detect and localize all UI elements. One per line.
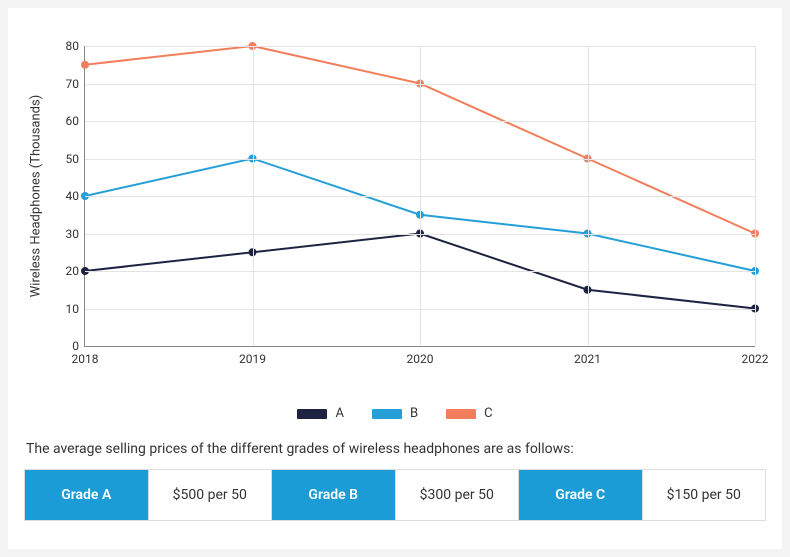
price-value: $300 per 50	[395, 470, 519, 520]
price-header: Grade C	[518, 470, 642, 520]
y-tick: 20	[66, 264, 86, 278]
gridline-v	[420, 46, 421, 346]
x-tick: 2020	[407, 346, 434, 366]
legend-label: A	[335, 406, 343, 421]
y-tick: 10	[66, 302, 86, 316]
legend-item-b: B	[372, 406, 418, 421]
legend-label: C	[484, 406, 492, 421]
x-tick: 2022	[742, 346, 769, 366]
price-header: Grade A	[25, 470, 148, 520]
price-header: Grade B	[271, 470, 395, 520]
y-tick: 50	[66, 152, 86, 166]
chart: Wireless Headphones (Thousands) 01020304…	[24, 26, 766, 372]
legend-item-a: A	[297, 406, 343, 421]
price-value: $500 per 50	[148, 470, 272, 520]
legend: A B C	[24, 406, 766, 421]
price-table: Grade A$500 per 50Grade B$300 per 50Grad…	[24, 469, 766, 521]
y-tick: 70	[66, 77, 86, 91]
x-tick: 2019	[239, 346, 266, 366]
price-value: $150 per 50	[642, 470, 766, 520]
panel: Wireless Headphones (Thousands) 01020304…	[8, 8, 782, 549]
legend-swatch	[297, 409, 327, 419]
x-tick: 2018	[72, 346, 99, 366]
y-tick: 40	[66, 189, 86, 203]
legend-swatch	[372, 409, 402, 419]
plot-area: 0102030405060708020182019202020212022	[84, 46, 755, 347]
legend-swatch	[446, 409, 476, 419]
series-point-c	[81, 61, 89, 69]
y-tick: 80	[66, 39, 86, 53]
y-axis-label: Wireless Headphones (Thousands)	[29, 95, 44, 298]
gridline-v	[755, 46, 756, 346]
legend-item-c: C	[446, 406, 492, 421]
y-tick: 30	[66, 227, 86, 241]
gridline-v	[253, 46, 254, 346]
x-tick: 2021	[574, 346, 601, 366]
y-tick: 60	[66, 114, 86, 128]
gridline-v	[588, 46, 589, 346]
price-caption: The average selling prices of the differ…	[26, 441, 764, 457]
legend-label: B	[410, 406, 418, 421]
